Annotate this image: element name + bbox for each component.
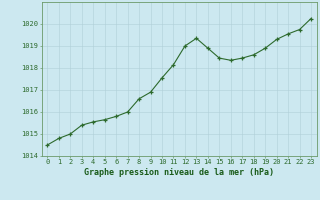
X-axis label: Graphe pression niveau de la mer (hPa): Graphe pression niveau de la mer (hPa)	[84, 168, 274, 177]
